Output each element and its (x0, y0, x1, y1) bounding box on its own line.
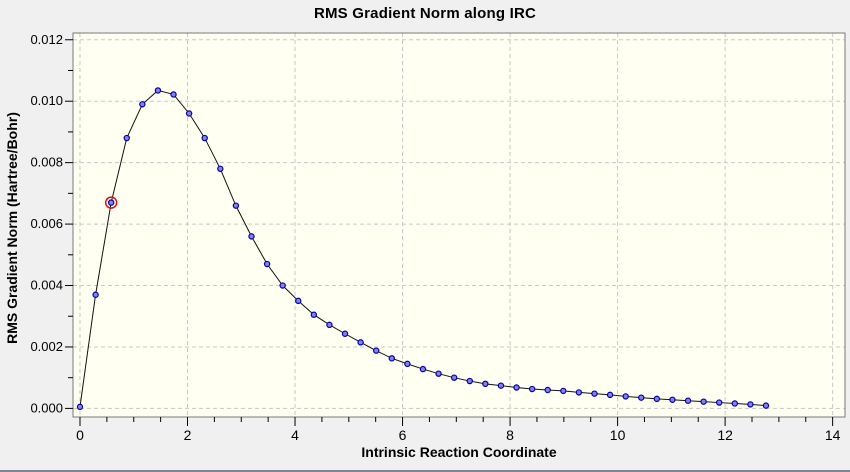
data-point-marker[interactable] (653, 395, 661, 403)
data-point-marker[interactable] (591, 390, 598, 397)
data-point-marker[interactable] (466, 377, 473, 385)
data-point-marker[interactable] (326, 321, 333, 329)
data-point-marker[interactable] (762, 402, 770, 409)
y-tick-label: 0.010 (30, 93, 63, 108)
data-point-marker[interactable] (232, 202, 240, 209)
x-tick-label: 14 (825, 427, 841, 443)
y-tick-label: 0.000 (30, 400, 63, 415)
data-point-marker[interactable] (341, 330, 349, 337)
data-point-marker[interactable] (544, 386, 551, 394)
y-tick-label: 0.012 (30, 32, 63, 47)
x-tick-label: 10 (610, 427, 626, 443)
data-point-marker[interactable] (497, 382, 505, 389)
data-point-marker[interactable] (107, 199, 115, 206)
data-point-marker[interactable] (528, 385, 536, 393)
data-point-marker[interactable] (357, 339, 364, 346)
data-point-marker[interactable] (622, 393, 629, 400)
data-point-marker[interactable] (123, 134, 130, 142)
y-tick-label: 0.002 (30, 339, 63, 354)
data-point-marker[interactable] (388, 355, 395, 362)
data-point-marker[interactable] (638, 394, 645, 401)
data-point-marker[interactable] (217, 165, 224, 172)
data-point-marker[interactable] (201, 134, 208, 142)
data-point-marker[interactable] (435, 370, 442, 377)
data-point-marker[interactable] (700, 398, 707, 405)
y-tick-label: 0.006 (30, 216, 63, 231)
data-point-marker[interactable] (404, 360, 411, 368)
data-point-marker[interactable] (295, 297, 302, 305)
data-point-marker[interactable] (747, 401, 754, 408)
data-point-marker[interactable] (279, 282, 286, 289)
data-point-marker[interactable] (716, 399, 723, 406)
data-point-marker[interactable] (139, 101, 146, 108)
x-tick-label: 6 (399, 427, 407, 443)
x-tick-label: 12 (717, 427, 733, 443)
data-point-marker[interactable] (731, 400, 738, 407)
plot-border (72, 32, 846, 418)
data-point-marker[interactable] (575, 389, 583, 396)
chart-title: RMS Gradient Norm along IRC (313, 5, 537, 22)
y-tick-label: 0.004 (30, 278, 63, 293)
x-axis-label: Intrinsic Reaction Coordinate (361, 444, 557, 460)
data-point-marker[interactable] (154, 87, 162, 94)
y-tick-label: 0.008 (30, 155, 63, 170)
x-tick-label: 8 (506, 427, 514, 443)
data-point-marker[interactable] (185, 110, 193, 117)
data-point-marker[interactable] (419, 365, 427, 373)
data-point-marker[interactable] (606, 391, 614, 399)
data-point-marker[interactable] (76, 403, 84, 411)
data-point-marker[interactable] (92, 291, 99, 298)
x-tick-label: 2 (184, 427, 192, 443)
data-point-marker[interactable] (560, 387, 567, 395)
data-point-marker[interactable] (669, 396, 676, 403)
y-axis-label: RMS Gradient Norm (Hartree/Bohr) (4, 112, 20, 344)
data-point-marker[interactable] (170, 91, 177, 98)
window-bottom-edge (0, 470, 850, 472)
x-tick-label: 4 (291, 427, 299, 443)
data-point-marker[interactable] (263, 260, 271, 268)
x-tick-label: 0 (76, 427, 84, 443)
data-point-marker[interactable] (450, 374, 458, 381)
plot-background (73, 33, 845, 417)
data-point-marker[interactable] (310, 311, 318, 318)
data-point-marker[interactable] (482, 380, 489, 388)
data-point-marker[interactable] (373, 347, 380, 354)
data-point-marker[interactable] (248, 233, 255, 240)
selected-point-ring (104, 196, 118, 209)
data-point-marker[interactable] (684, 397, 692, 404)
data-point-marker[interactable] (513, 384, 520, 391)
